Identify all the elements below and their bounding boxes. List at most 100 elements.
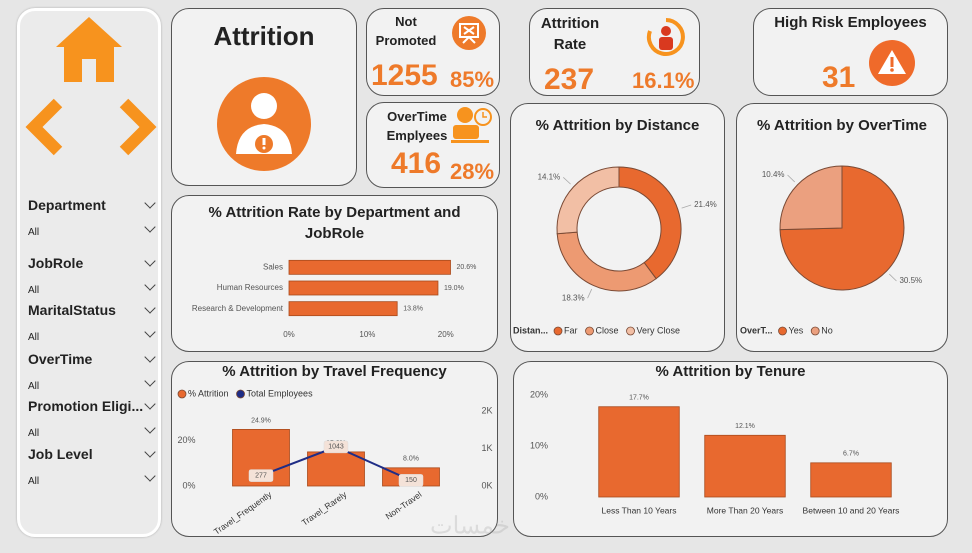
y-tick-label: 0% [182,480,195,490]
x-tick-label: 0% [283,330,295,339]
slicer-value[interactable]: All [28,227,40,238]
attrition-rate-icon [646,18,685,56]
y2-tick-label: 0K [482,480,493,490]
slicer-label: Job Level [28,446,93,462]
value-label: 20.6% [457,264,477,271]
legend-swatch [778,326,787,336]
value-label: 19.0% [444,285,464,292]
chart-panel: % Attrition by Distance [510,103,725,352]
value-label: 14.1% [538,172,561,181]
card-percent: 28% [450,159,495,184]
high-risk-card: High Risk Employees 31 [753,8,948,96]
legend-swatch [585,326,594,336]
value-label: 8.0% [403,456,419,463]
leader-line [889,273,897,282]
leader-line [787,174,795,183]
bar [598,406,680,498]
leader-line [587,288,593,299]
value-label: 30.5% [899,276,922,285]
slicer-value[interactable]: All [28,476,40,487]
x-tick-label: Travel_Frequently [212,489,274,537]
slicer-label: OverTime [28,351,93,367]
legend-label: Total Employees [247,388,314,398]
slicer-value[interactable]: All [28,332,40,343]
y2-tick-label: 2K [482,405,493,415]
legend-label: Very Close [637,325,681,335]
y-tick-label: 20% [177,435,195,445]
chart-panel: % Attrition by OverTime [736,103,948,352]
chart-title: % Attrition by Travel Frequency [222,363,447,380]
x-tick-label: Between 10 and 20 Years [803,505,900,515]
chart-title: % Attrition by OverTime [756,117,928,134]
slicer-value[interactable]: All [28,381,40,392]
value-label: 10.4% [762,170,785,179]
value-label: 277 [255,472,267,479]
card-count: 237 [544,63,595,96]
bar [288,280,439,296]
card-label: Not Promoted [375,14,437,48]
chart-panel: % Attrition by Tenure [513,361,948,537]
legend-swatch [236,389,245,399]
x-tick-label: Less Than 10 Years [602,505,677,515]
legend-title: Distan... [513,325,548,335]
bar [288,301,398,317]
overtime-icon [451,107,492,143]
x-tick-label: Travel_Rarely [300,489,349,528]
y-tick-label: 10% [530,440,548,450]
slicer-label: Promotion Eligi... [28,398,144,414]
sidebar: Department All JobRole All MaritalStatus All O… [17,8,161,537]
legend-title: OverT... [740,325,773,335]
x-tick-label: 20% [438,330,454,339]
value-label: 12.1% [735,423,755,430]
legend-label: Close [596,325,619,335]
not-promoted-card: Not Promoted 1255 85% [366,8,500,96]
slice [779,165,843,231]
y-tick-label: Research & Development [192,304,284,313]
value-label: 13.8% [403,306,423,313]
slicer-value[interactable]: All [28,428,40,439]
bar [288,259,451,275]
y-tick-label: 20% [530,389,548,399]
card-percent: 16.1% [632,68,695,93]
card-count: 31 [822,61,856,94]
home-icon[interactable] [56,17,122,82]
y2-tick-label: 1K [482,443,493,453]
legend-label: Far [564,325,578,335]
value-label: 6.7% [843,451,859,458]
x-tick-label: Non-Travel [384,489,424,521]
card-title: Attrition [213,21,315,51]
slicer-value[interactable]: All [28,285,40,296]
card-label: High Risk Employees [774,14,927,31]
forward-arrow[interactable] [119,98,157,156]
attrition-rate-card: Attrition Rate 237 16.1% [529,8,700,96]
card-label: Attrition Rate [540,15,600,53]
card-percent: 85% [450,67,495,92]
value-label: 1043 [328,444,344,451]
slicer-label: Department [28,197,106,213]
attrition-card: Attrition [171,8,357,186]
bar [704,434,786,498]
value-label-box [398,474,424,487]
legend-swatch [553,326,563,336]
legend-label: No [821,325,833,335]
leader-line [562,177,571,185]
legend-swatch [177,389,187,399]
y-tick-label: Sales [263,262,283,271]
slicer-label: JobRole [28,255,84,271]
leader-line [681,204,692,209]
nav-icons [25,17,157,156]
chart-title: % Attrition by Tenure [655,363,806,380]
value-label: 18.3% [562,293,585,302]
value-label-box [248,469,274,482]
back-arrow[interactable] [25,98,63,156]
card-label: OverTime Emplyees [386,109,448,143]
watermark: خمسات [430,512,510,539]
card-count: 416 [391,147,442,180]
value-label-box [323,440,349,454]
attrition-icon [217,77,311,171]
slicer-label: MaritalStatus [28,302,116,318]
value-label: 17.7% [629,395,649,402]
x-tick-label: More Than 20 Years [707,505,783,515]
legend-swatch [626,326,635,336]
